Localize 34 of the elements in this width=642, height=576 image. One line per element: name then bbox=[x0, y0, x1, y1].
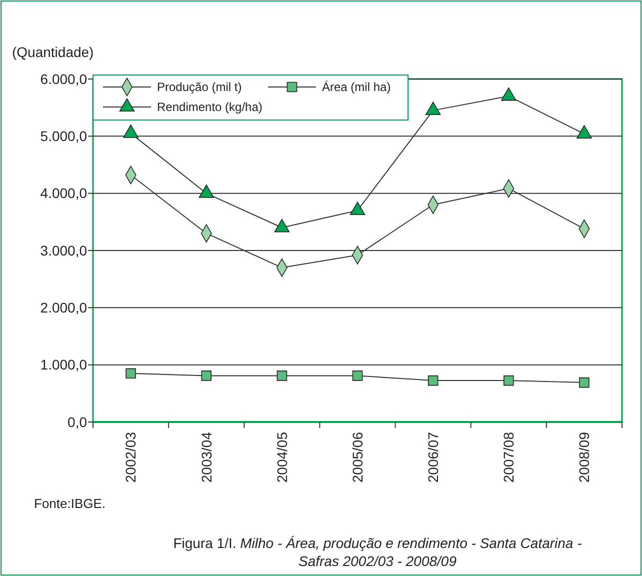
text: Figura 1/I. Milho - Área, produção e rendimento - Santa Catarina - Safras 2002/03 - 2008/09 bbox=[173, 535, 582, 569]
x-tick-label: 2004/05 bbox=[274, 432, 290, 483]
point bbox=[425, 102, 441, 116]
y-tick-label: 2.000,0 bbox=[40, 300, 88, 316]
point bbox=[576, 125, 592, 138]
y-tick-label: 5.000,0 bbox=[40, 128, 88, 144]
y-tick-label: 1.000,0 bbox=[40, 356, 88, 373]
point bbox=[201, 370, 212, 381]
y-axis-title: (Quantidade) bbox=[12, 44, 94, 60]
point bbox=[274, 218, 290, 232]
point bbox=[276, 370, 288, 381]
x-tick-label: 2008/09 bbox=[576, 432, 592, 483]
x-tick-label: 2002/03 bbox=[122, 432, 139, 483]
x-tick-label: 2007/08 bbox=[500, 432, 517, 483]
y-tick-label: 6.000,0 bbox=[40, 70, 88, 87]
point bbox=[123, 124, 138, 138]
x-tick-label: 2003/04 bbox=[198, 432, 214, 483]
y-tick-label: 4.000,0 bbox=[40, 185, 88, 202]
legend-label: Produção (mil t) bbox=[157, 80, 242, 94]
y-tick-label: 3.000,0 bbox=[40, 242, 88, 258]
point bbox=[579, 377, 590, 388]
x-tick-label: 2006/07 bbox=[424, 432, 441, 483]
point bbox=[501, 87, 516, 101]
point bbox=[126, 368, 136, 379]
x-tick-label: 2005/06 bbox=[349, 432, 366, 483]
point bbox=[504, 375, 514, 386]
legend-label: Área (mil ha) bbox=[322, 80, 391, 94]
point bbox=[428, 375, 438, 386]
y-tick-label: 0,0 bbox=[68, 414, 88, 430]
legend-label: Rendimento (kg/ha) bbox=[157, 100, 262, 114]
point bbox=[350, 202, 366, 216]
source-note: Fonte:IBGE. bbox=[34, 496, 106, 511]
point bbox=[198, 184, 214, 198]
point bbox=[352, 370, 363, 381]
